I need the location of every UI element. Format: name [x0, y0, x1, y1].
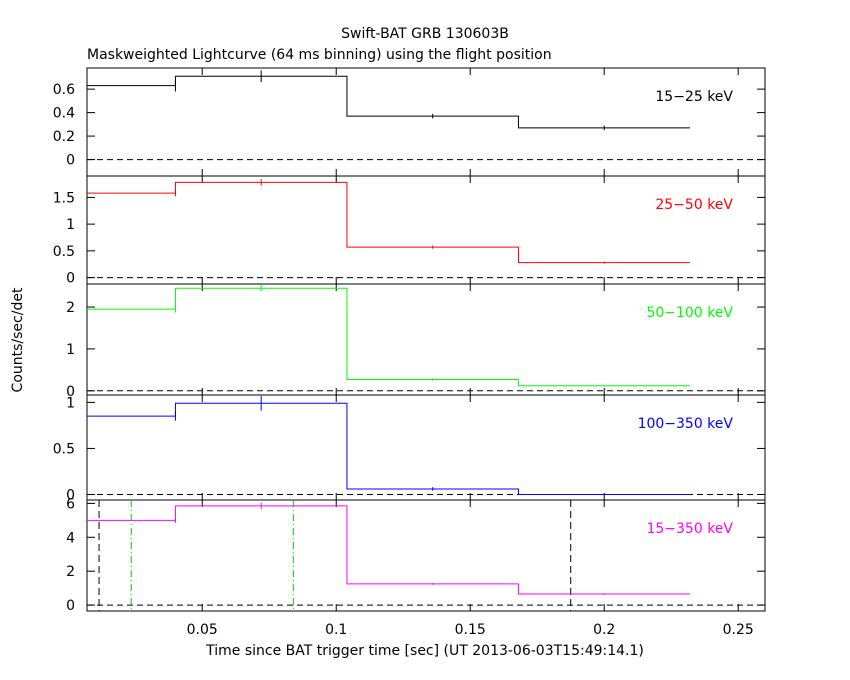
panel-3: 0 1 2 50−100 keV — [66, 283, 766, 400]
x-tick-label: 0.25 — [723, 622, 754, 638]
y-tick-label: 0 — [66, 487, 75, 503]
band-label: 15−25 keV — [655, 89, 733, 105]
lightcurve-step — [87, 402, 690, 495]
y-tick-label: 0 — [66, 384, 75, 400]
y-tick-label: 1.5 — [53, 190, 75, 206]
band-label: 100−350 keV — [638, 416, 734, 432]
lightcurve-step — [87, 505, 690, 595]
y-tick-label: 2 — [66, 300, 75, 316]
y-tick-label: 4 — [66, 530, 75, 546]
band-label: 15−350 keV — [646, 521, 733, 537]
panel-4: 0 0.5 1 100−350 keV — [53, 394, 766, 503]
lightcurve-step — [87, 181, 690, 264]
y-tick-label: 0.5 — [53, 441, 75, 457]
chart-title: Swift-BAT GRB 130603B — [341, 26, 509, 42]
y-tick-label: 2 — [66, 564, 75, 580]
x-tick-label: 0.1 — [325, 622, 347, 638]
y-tick-label: 1 — [66, 395, 75, 411]
y-tick-label: 0.6 — [53, 82, 75, 98]
panel-2: 0 0.5 1 1.5 25−50 keV — [53, 175, 766, 287]
panel-5: 0 2 4 6 15−350 keV — [66, 496, 766, 614]
y-tick-label: 1 — [66, 217, 75, 233]
y-tick-label: 0.4 — [53, 106, 75, 122]
y-tick-label: 0 — [66, 598, 75, 614]
panel-frame — [86, 394, 766, 501]
panel-frame — [86, 283, 766, 396]
lightcurve-step — [87, 75, 690, 129]
y-axis-label: Counts/sec/det — [10, 287, 26, 392]
band-label: 25−50 keV — [655, 197, 733, 213]
x-tick-label: 0.05 — [187, 622, 218, 638]
lightcurve-step — [87, 287, 690, 387]
panel-frame — [86, 175, 766, 285]
y-tick-label: 0 — [66, 271, 75, 287]
y-tick-label: 0.2 — [53, 129, 75, 145]
x-axis-label: Time since BAT trigger time [sec] (UT 20… — [205, 643, 644, 659]
band-label: 50−100 keV — [646, 305, 733, 321]
panel-1: 0 0.2 0.4 0.6 15−25 keV — [53, 67, 766, 177]
chart-subtitle: Maskweighted Lightcurve (64 ms binning) … — [87, 47, 552, 63]
y-tick-label: 1 — [66, 342, 75, 358]
y-tick-label: 0.5 — [53, 244, 75, 260]
y-tick-label: 6 — [66, 496, 75, 512]
x-tick-label: 0.2 — [593, 622, 615, 638]
y-tick-label: 0 — [66, 153, 75, 169]
x-tick-label: 0.15 — [455, 622, 486, 638]
panel-frame — [86, 499, 766, 612]
